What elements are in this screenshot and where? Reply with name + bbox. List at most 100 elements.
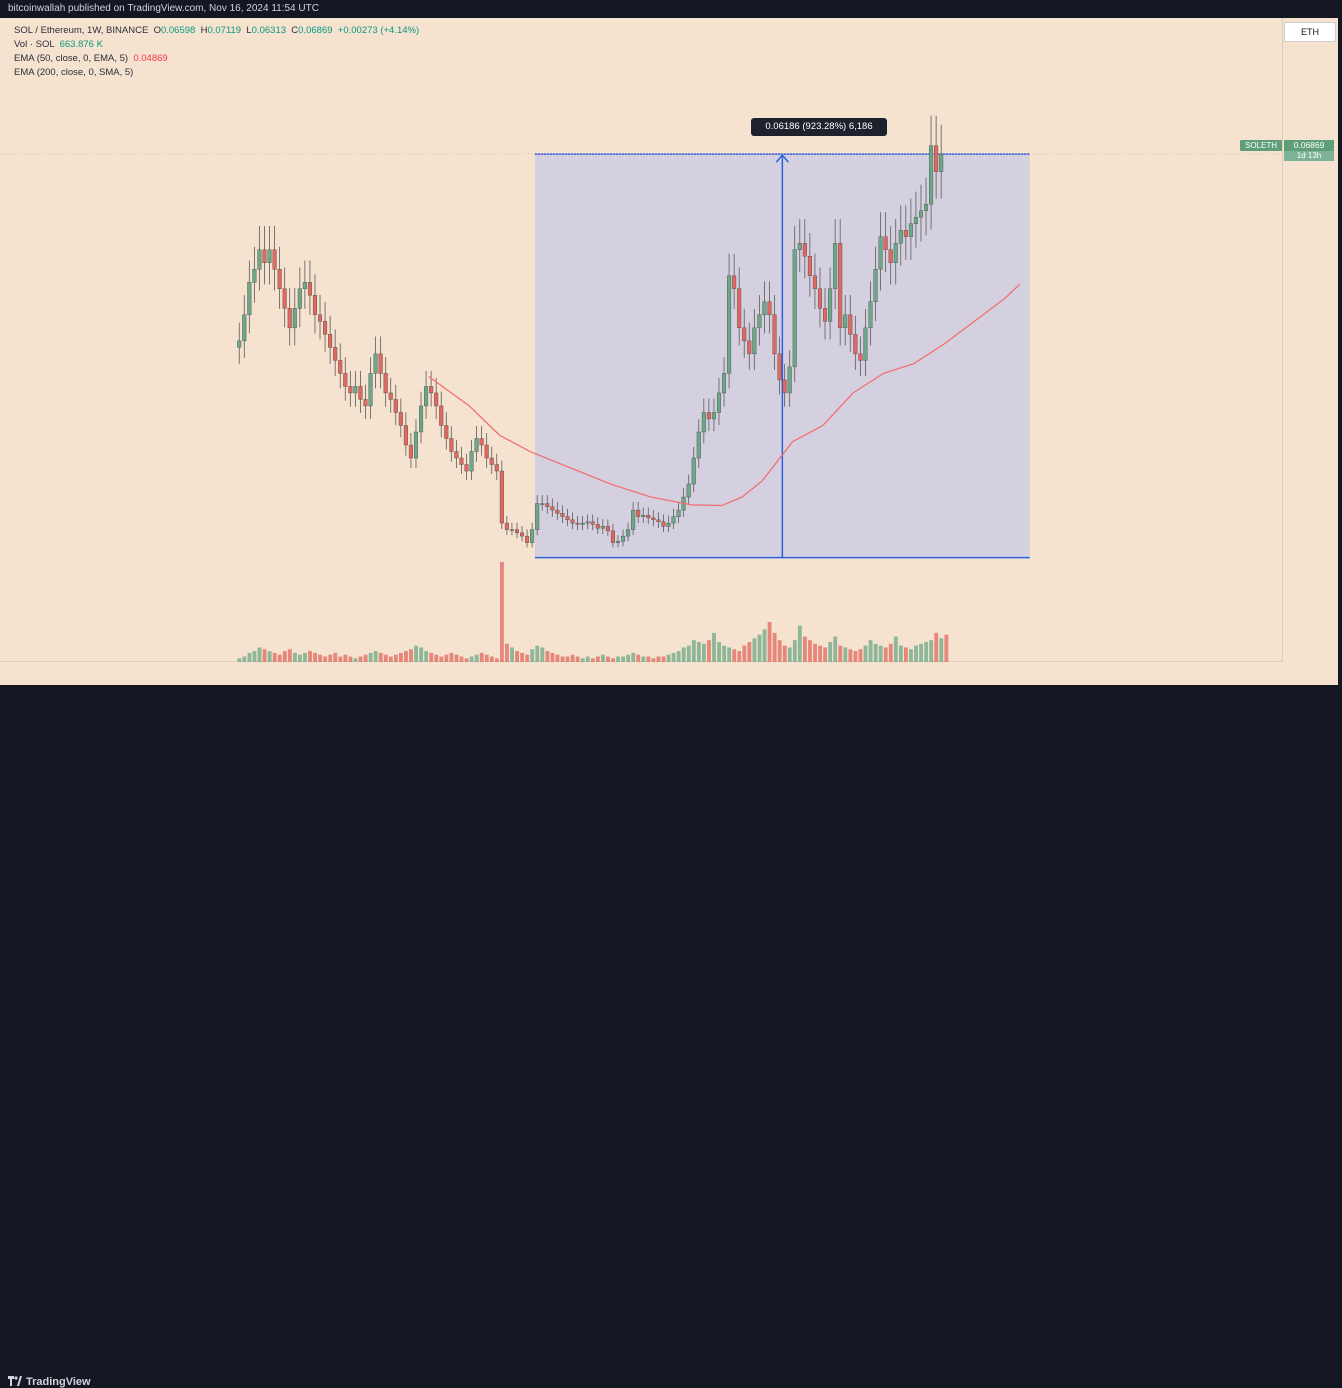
- candle-body: [565, 516, 570, 521]
- volume-bar: [262, 649, 267, 662]
- volume-bar: [298, 654, 302, 662]
- candle-body: [444, 425, 449, 439]
- legend-volume-line[interactable]: Vol · SOL 663.876 K: [14, 39, 103, 50]
- volume-bar: [585, 656, 590, 662]
- volume-bar: [853, 651, 858, 662]
- volume-bar: [772, 632, 777, 662]
- footer-bar: TradingView: [0, 686, 1342, 1388]
- candle-body: [636, 509, 641, 517]
- candle-body: [807, 256, 812, 276]
- candle-body: [464, 464, 469, 472]
- candle-body: [934, 145, 939, 172]
- volume-bar: [505, 643, 509, 662]
- legend-volume-value: 663.876 K: [59, 39, 103, 50]
- candle-body: [747, 340, 752, 355]
- volume-bar: [515, 651, 519, 662]
- volume-bar: [388, 656, 393, 662]
- volume-bar: [878, 645, 883, 662]
- volume-bar: [712, 632, 716, 662]
- volume-bar: [757, 634, 762, 662]
- tradingview-brand[interactable]: TradingView: [8, 1376, 91, 1388]
- candle-body: [343, 373, 348, 387]
- volume-bar: [742, 645, 747, 662]
- volume-bar: [727, 647, 732, 662]
- candle-body: [727, 275, 732, 374]
- candle-body: [767, 301, 772, 316]
- candle-body: [626, 529, 631, 537]
- volume-bar: [242, 656, 247, 662]
- candle-body: [454, 451, 459, 459]
- volume-bar: [414, 645, 418, 662]
- candle-body: [545, 503, 550, 508]
- volume-bar: [671, 652, 676, 662]
- volume-bar: [797, 625, 802, 662]
- volume-bar: [828, 642, 833, 662]
- volume-bar: [464, 658, 469, 662]
- volume-bar: [439, 656, 444, 662]
- candle-body: [701, 412, 706, 433]
- candle-body: [610, 530, 615, 543]
- candle-body: [479, 438, 484, 446]
- candle-body: [600, 526, 605, 529]
- currency-unit-button[interactable]: ETH: [1284, 22, 1336, 42]
- legend-volume-label: Vol · SOL: [14, 39, 55, 50]
- volume-bar: [409, 649, 413, 662]
- volume-bar: [540, 647, 545, 662]
- candle-body: [570, 519, 575, 524]
- volume-bar: [904, 647, 908, 662]
- candle-body: [752, 327, 757, 355]
- volume-bar: [656, 656, 661, 662]
- candle-body: [318, 314, 323, 322]
- candle-body: [292, 308, 297, 329]
- candle-body: [272, 249, 277, 270]
- legend-symbol-line[interactable]: SOL / Ethereum, 1W, BINANCE O0.06598 H0.…: [14, 25, 420, 36]
- volume-bar: [787, 647, 792, 662]
- legend-low: 0.06313: [251, 25, 287, 36]
- volume-bar: [287, 649, 292, 662]
- volume-bar: [803, 636, 807, 662]
- volume-bar: [732, 649, 737, 662]
- legend-ema50-value: 0.04869: [133, 53, 168, 64]
- candle-body: [424, 386, 429, 407]
- volume-bar: [429, 652, 434, 662]
- candle-body: [408, 444, 413, 459]
- volume-bar: [570, 654, 575, 662]
- volume-bar: [459, 656, 464, 662]
- candle-body: [863, 327, 868, 361]
- volume-bar: [338, 656, 343, 662]
- candle-body: [686, 483, 691, 498]
- candle-body: [504, 522, 509, 530]
- candle-body: [494, 464, 499, 472]
- legend-ema50-line[interactable]: EMA (50, close, 0, EMA, 5) 0.04869: [14, 53, 168, 64]
- volume-bar: [444, 654, 449, 662]
- candle-body: [838, 243, 843, 329]
- candle-body: [722, 373, 727, 394]
- candle-body: [903, 230, 908, 237]
- volume-bar: [535, 645, 540, 662]
- volume-bar: [888, 643, 893, 662]
- volume-bar: [666, 654, 671, 662]
- candle-body: [358, 386, 363, 400]
- candle-body: [868, 301, 873, 329]
- candle-body: [595, 524, 600, 529]
- candle-body: [696, 431, 701, 459]
- volume-bar: [696, 642, 701, 662]
- legend-change: +0.00273 (+4.14%): [337, 25, 420, 36]
- candle-body: [373, 353, 378, 374]
- volume-bar: [636, 654, 641, 662]
- candle-body: [585, 521, 590, 524]
- candle-body: [403, 425, 408, 446]
- volume-bar: [500, 562, 504, 662]
- legend-ema200-line[interactable]: EMA (200, close, 0, SMA, 5): [14, 67, 133, 78]
- volume-bar: [777, 640, 782, 662]
- volume-bar: [419, 647, 424, 662]
- volume-bar: [575, 656, 580, 662]
- volume-bar: [474, 654, 479, 662]
- candle-body: [732, 275, 737, 289]
- volume-bar: [944, 634, 949, 662]
- volume-bar: [691, 640, 696, 662]
- volume-bar: [883, 647, 888, 662]
- volume-bar: [318, 654, 323, 662]
- chart-plot[interactable]: 0.080000.075000.070000.065000.060000.055…: [0, 18, 1283, 662]
- volume-bar: [616, 656, 620, 662]
